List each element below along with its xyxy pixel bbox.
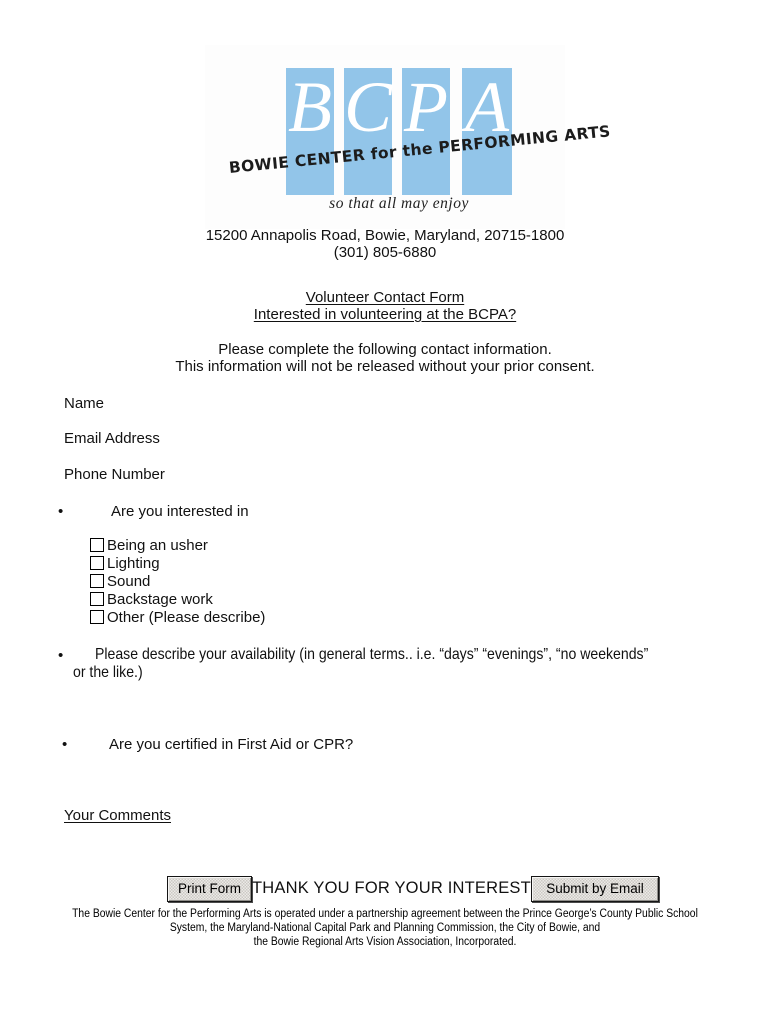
logo-bar-4 [462, 68, 512, 195]
checkbox-lighting-icon[interactable] [90, 556, 104, 570]
address-line-2: (301) 805-6880 [333, 244, 437, 261]
checkbox-backstage-work-icon[interactable] [90, 592, 104, 606]
logo-bar-1 [286, 68, 334, 195]
thank-you-text: THANK YOU FOR YOUR INTEREST! [252, 879, 536, 897]
availability-question-line-2: or the like.) [73, 664, 143, 681]
footer-line-1: The Bowie Center for the Performing Arts… [72, 908, 698, 920]
checkbox-label: Backstage work [107, 590, 213, 608]
logo-tagline: so that all may enjoy [329, 195, 469, 212]
checkbox-label: Sound [107, 572, 151, 590]
checkbox-row-being-an-usher[interactable]: Being an usher [90, 536, 208, 554]
bcpa-logo: B C P A BOWIE CENTER for the PERFORMING … [205, 45, 612, 229]
address-line-1: 15200 Annapolis Road, Bowie, Maryland, 2… [205, 227, 565, 244]
cpr-question: Are you certified in First Aid or CPR? [109, 736, 354, 753]
bullet-interested: • [58, 503, 64, 520]
logo-name-text: BOWIE CENTER for the PERFORMING ARTS [228, 122, 612, 177]
logo-letter-p: P [404, 67, 448, 147]
logo-bar-3 [402, 68, 450, 195]
email-field-label: Email Address [64, 430, 160, 447]
submit-by-email-button[interactable]: Submit by Email [531, 876, 659, 902]
checkbox-other-icon[interactable] [90, 610, 104, 624]
intro-line-2: This information will not be released wi… [175, 358, 595, 375]
logo-bar-2 [344, 68, 392, 195]
form-title-line-2: Interested in volunteering at the BCPA? [253, 306, 517, 323]
interest-question: Are you interested in [111, 503, 249, 520]
bullet-cpr: • [62, 736, 68, 753]
name-field-label: Name [64, 395, 105, 412]
checkbox-row-backstage-work[interactable]: Backstage work [90, 590, 213, 608]
logo-letter-b: B [288, 67, 332, 147]
checkbox-sound-icon[interactable] [90, 574, 104, 588]
logo-letter-c: C [344, 67, 393, 147]
checkbox-row-sound[interactable]: Sound [90, 572, 150, 590]
logo-letter-a: A [465, 67, 509, 147]
footer-line-3: the Bowie Regional Arts Vision Associati… [253, 936, 517, 948]
availability-question-line-1: Please describe your availability (in ge… [95, 646, 649, 663]
checkbox-being-an-usher-icon[interactable] [90, 538, 104, 552]
print-form-button[interactable]: Print Form [167, 876, 252, 902]
checkbox-label: Being an usher [107, 536, 208, 554]
checkbox-row-other[interactable]: Other (Please describe) [90, 608, 265, 626]
bullet-availability: • [58, 647, 64, 664]
checkbox-row-lighting[interactable]: Lighting [90, 554, 160, 572]
form-title-line-1: Volunteer Contact Form [305, 289, 465, 306]
checkbox-label: Other (Please describe) [107, 608, 266, 626]
footer-line-2: System, the Maryland-National Capital Pa… [169, 922, 601, 934]
checkbox-label: Lighting [107, 554, 160, 572]
intro-line-1: Please complete the following contact in… [218, 341, 552, 358]
phone-field-label: Phone Number [64, 466, 165, 483]
comments-label: Your Comments [64, 807, 171, 824]
